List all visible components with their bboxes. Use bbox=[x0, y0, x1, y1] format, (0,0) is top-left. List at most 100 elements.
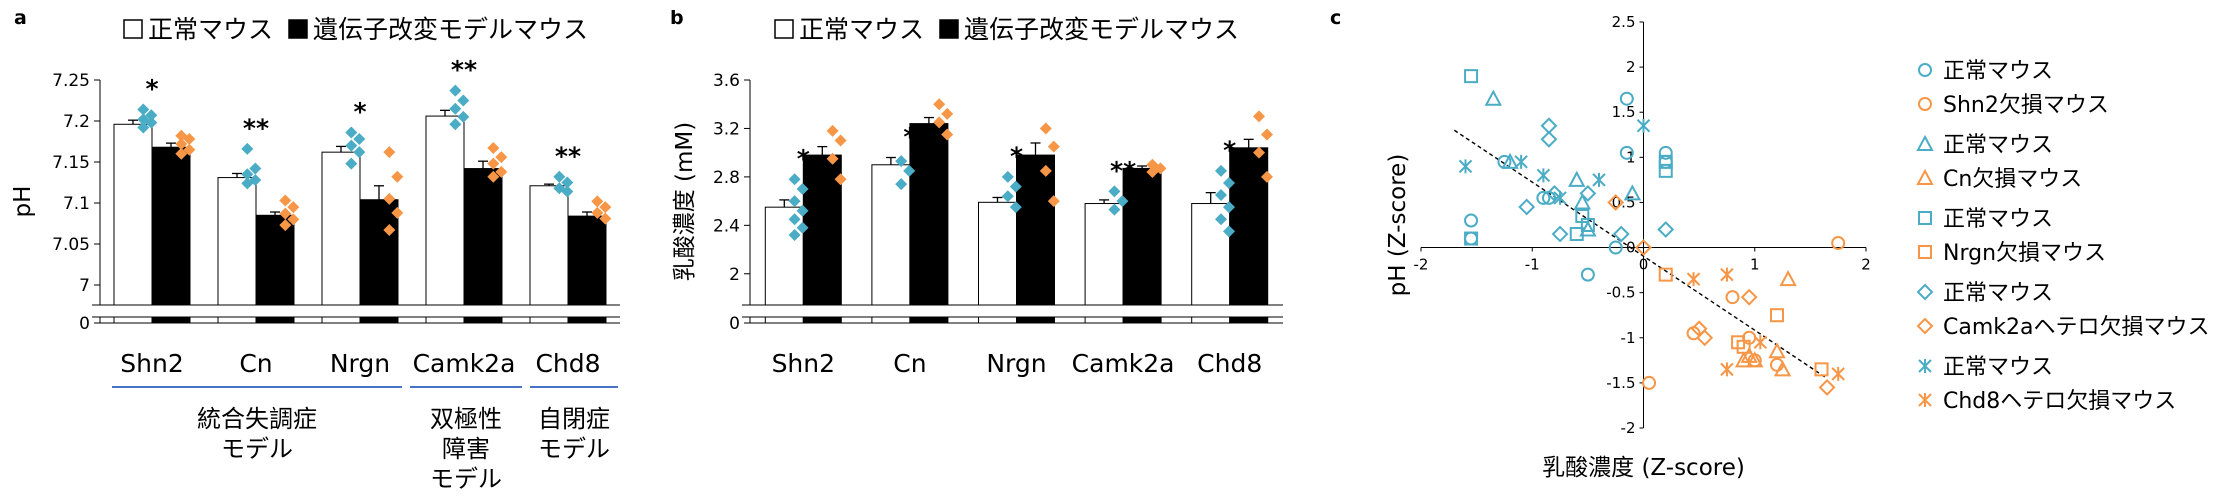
scatter-point-triangle bbox=[1568, 170, 1586, 187]
group-label-autism-1: 自閉症 bbox=[538, 405, 610, 433]
data-point-normal bbox=[145, 116, 158, 129]
legend-label: 正常マウス bbox=[1943, 207, 2053, 232]
data-point-normal bbox=[1223, 225, 1235, 238]
data-point-normal bbox=[145, 109, 158, 122]
group-annotations: 統合失調症 モデル 双極性 障害 モデル 自閉症 モデル bbox=[112, 386, 618, 493]
data-point-normal bbox=[249, 162, 262, 175]
scatter-point-circle bbox=[1580, 267, 1595, 282]
scatter-point-circle bbox=[1658, 145, 1673, 160]
bar-stub-tg bbox=[255, 316, 295, 324]
bar-stub-tg bbox=[1122, 316, 1162, 324]
group-label-schizophrenia-2: モデル bbox=[221, 435, 293, 463]
bar-tg bbox=[1016, 154, 1055, 306]
y-tick-label-zero: 0 bbox=[729, 314, 740, 334]
scatter-point-square bbox=[1464, 69, 1479, 84]
data-point-tg bbox=[383, 146, 396, 159]
legend-panel-a: 正常マウス 遺伝子改変モデルマウス bbox=[123, 15, 588, 44]
bar-tg bbox=[1122, 167, 1162, 306]
y-tick-label: 7.25 bbox=[52, 71, 90, 91]
y-tick-label: 2.8 bbox=[713, 168, 740, 188]
legend-label-tg: 遺伝子改変モデルマウス bbox=[313, 15, 588, 44]
data-point-normal bbox=[895, 178, 908, 191]
scatter-point-asterisk bbox=[1720, 267, 1734, 282]
data-point-normal bbox=[345, 126, 358, 139]
legend-panel-b: 正常マウス 遺伝子改変モデルマウス bbox=[774, 15, 1239, 44]
data-point-normal bbox=[796, 221, 809, 234]
x-tick-label: 2 bbox=[1861, 256, 1871, 274]
legend-swatch-tg bbox=[288, 19, 308, 39]
y-tick-label: 3.2 bbox=[713, 119, 740, 139]
scatter-point-diamond bbox=[1540, 130, 1558, 148]
data-point-tg bbox=[834, 173, 847, 186]
x-tick-label: -2 bbox=[1414, 256, 1429, 274]
group-label-autism-2: モデル bbox=[538, 435, 610, 463]
x-tick-label: -1 bbox=[1525, 256, 1540, 274]
data-point-normal bbox=[788, 213, 801, 226]
data-point-normal bbox=[1215, 213, 1227, 226]
data-point-tg bbox=[1261, 170, 1273, 183]
category-label: Camk2a bbox=[413, 349, 516, 378]
data-point-tg bbox=[941, 128, 954, 141]
data-point-tg bbox=[279, 207, 292, 220]
scatter-point-triangle bbox=[1573, 193, 1591, 210]
y-tick-label: -0.5 bbox=[1606, 284, 1635, 302]
data-point-tg bbox=[1261, 128, 1273, 141]
bar-stub-normal bbox=[764, 316, 804, 324]
data-point-tg bbox=[826, 152, 839, 165]
legend-label: 正常マウス bbox=[1943, 355, 2053, 380]
scatter-point-square bbox=[1658, 267, 1673, 282]
significance-label: ** bbox=[1110, 156, 1136, 185]
data-point-normal bbox=[449, 118, 462, 131]
data-point-normal bbox=[353, 146, 366, 159]
bar-normal bbox=[978, 201, 1017, 306]
y-tick-label: 7.15 bbox=[52, 153, 90, 173]
bar-normal bbox=[425, 115, 465, 306]
data-point-tg bbox=[391, 170, 404, 183]
data-point-normal bbox=[241, 168, 254, 181]
data-point-tg bbox=[391, 206, 404, 219]
data-point-tg bbox=[1047, 195, 1060, 208]
bar-stub-normal bbox=[978, 316, 1017, 324]
category-label: Nrgn bbox=[330, 349, 390, 378]
data-point-normal bbox=[137, 121, 150, 134]
bar-tg bbox=[359, 199, 399, 306]
scatter-point-asterisk bbox=[1753, 335, 1768, 350]
scatter-point-square bbox=[1736, 339, 1751, 354]
bar-normal bbox=[217, 177, 257, 306]
bar-stub-tg bbox=[802, 316, 842, 324]
group-label-schizophrenia-1: 統合失調症 bbox=[197, 405, 317, 433]
data-point-tg bbox=[279, 194, 292, 207]
data-point-normal bbox=[241, 142, 254, 155]
data-point-tg bbox=[183, 133, 196, 146]
scatter-point-diamond bbox=[1579, 185, 1597, 202]
legend-marker-asterisk bbox=[1918, 393, 1932, 407]
scatter-point-square bbox=[1770, 308, 1784, 323]
bar-tg bbox=[151, 146, 191, 306]
legend-label-tg: 遺伝子改変モデルマウス bbox=[964, 15, 1239, 44]
data-point-normal bbox=[796, 204, 809, 217]
legend-swatch-normal bbox=[774, 19, 794, 39]
panel-letter-c: c bbox=[1330, 7, 1341, 29]
category-label: Cn bbox=[239, 349, 272, 378]
data-point-tg bbox=[495, 151, 508, 164]
data-point-normal bbox=[561, 185, 574, 198]
scatter-point-diamond bbox=[1551, 225, 1569, 243]
significance-label: * bbox=[903, 123, 916, 152]
data-point-tg bbox=[1253, 110, 1265, 123]
x-axis-title: 乳酸濃度 (Z-score) bbox=[1542, 455, 1745, 481]
scatter-point-triangle bbox=[1579, 220, 1597, 237]
data-point-tg bbox=[287, 201, 300, 214]
scatter-point-asterisk bbox=[1458, 159, 1473, 174]
scatter-point-triangle bbox=[1773, 360, 1792, 377]
data-point-normal bbox=[561, 176, 574, 189]
data-point-tg bbox=[495, 165, 508, 178]
panel-letter-b: b bbox=[670, 7, 684, 29]
scatter-point-asterisk bbox=[1592, 172, 1606, 187]
bar-stub-tg bbox=[359, 316, 399, 324]
scatter-point-diamond bbox=[1518, 198, 1536, 216]
data-point-tg bbox=[933, 98, 946, 111]
significance-label: ** bbox=[243, 114, 269, 143]
significance-label: * bbox=[353, 97, 366, 126]
y-axis-title: 乳酸濃度 (mM) bbox=[672, 122, 698, 282]
data-point-normal bbox=[345, 157, 358, 170]
